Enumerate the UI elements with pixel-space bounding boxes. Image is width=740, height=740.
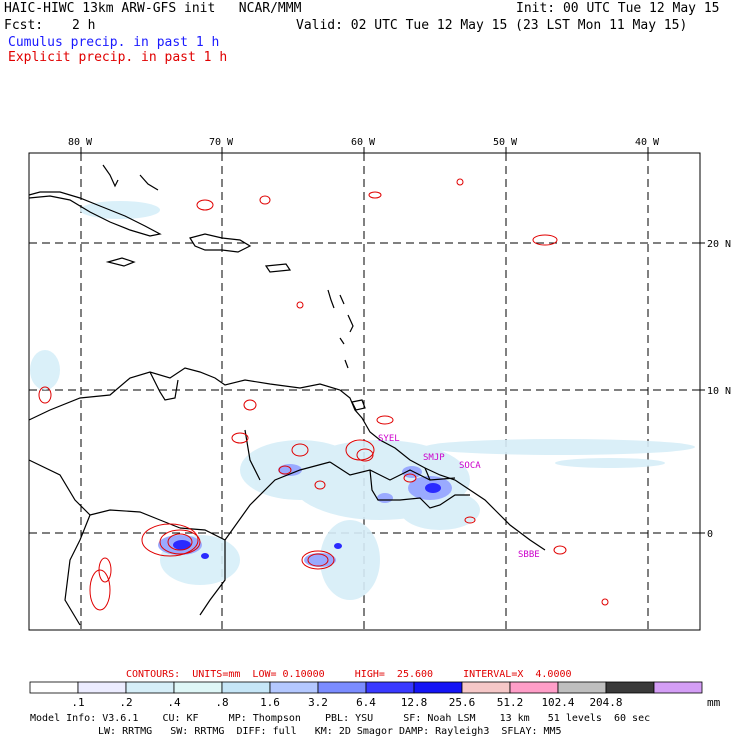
colorbar-level-label: 1.6 — [260, 696, 280, 709]
lat-label-20n: 20 N — [707, 239, 731, 250]
colorbar-unit: mm — [707, 696, 721, 709]
explicit-precip-label: Explicit precip. in past 1 h — [8, 50, 228, 65]
colorbar-swatch — [77, 681, 127, 694]
colorbar-level-label: 3.2 — [308, 696, 328, 709]
precip-map: 80 W 70 W 60 W 50 W 40 W 20 N 10 N 0 — [28, 137, 731, 631]
colorbar-swatch — [653, 681, 703, 694]
lat-label-10n: 10 N — [707, 386, 731, 397]
colorbar-level-label: 102.4 — [541, 696, 574, 709]
explicit-precip-contours — [38, 178, 609, 611]
light-precip-shading — [30, 201, 695, 600]
colorbar-level-label: 6.4 — [356, 696, 376, 709]
valid-time: Valid: 02 UTC Tue 12 May 15 (23 LST Mon … — [296, 18, 688, 33]
model-info-line2: LW: RRTMG SW: RRTMG DIFF: full KM: 2D Sm… — [98, 726, 562, 737]
colorbar-swatch — [605, 681, 655, 694]
colorbar-swatch — [269, 681, 319, 694]
colorbar-swatch — [413, 681, 463, 694]
station-label: SMJP — [423, 453, 445, 463]
colorbar-level-label: .8 — [215, 696, 228, 709]
chart-title: HAIC-HIWC 13km ARW-GFS init NCAR/MMM — [4, 1, 302, 16]
colorbar-swatch — [557, 681, 607, 694]
colorbar-level-label: .1 — [71, 696, 84, 709]
lon-label-50w: 50 W — [493, 137, 518, 148]
colorbar-swatch — [317, 681, 367, 694]
station-label: SBBE — [518, 550, 540, 560]
colorbar-swatch — [461, 681, 511, 694]
station-label: SYEL — [378, 434, 400, 444]
lon-label-40w: 40 W — [635, 137, 660, 148]
lat-label-0: 0 — [707, 529, 713, 540]
colorbar-swatch — [221, 681, 271, 694]
station-label: SOCA — [459, 461, 481, 471]
colorbar-swatch — [29, 681, 79, 694]
colorbar-level-label: 51.2 — [497, 696, 524, 709]
colorbar-swatch — [365, 681, 415, 694]
colorbar-level-label: .2 — [119, 696, 132, 709]
coastlines — [28, 164, 546, 626]
forecast-value: 2 h — [72, 18, 96, 33]
colorbar-swatch — [173, 681, 223, 694]
contours-info: CONTOURS: UNITS=mm LOW= 0.10000 HIGH= 25… — [126, 669, 572, 680]
lon-label-70w: 70 W — [209, 137, 234, 148]
colorbar-level-label: .4 — [167, 696, 181, 709]
init-time: Init: 00 UTC Tue 12 May 15 — [516, 1, 720, 16]
colorbar-swatch — [509, 681, 559, 694]
colorbar-level-label: 12.8 — [401, 696, 428, 709]
lon-ticks — [80, 147, 649, 153]
heavy-precip-shading — [173, 483, 441, 559]
forecast-label: Fcst: — [4, 18, 44, 33]
colorbar-swatch — [125, 681, 175, 694]
colorbar-level-label: 25.6 — [449, 696, 476, 709]
lon-label-80w: 80 W — [68, 137, 93, 148]
lat-ticks — [700, 242, 705, 534]
cumulus-precip-label: Cumulus precip. in past 1 h — [8, 35, 220, 50]
model-info-line1: Model Info: V3.6.1 CU: KF MP: Thompson P… — [30, 713, 651, 724]
colorbar-level-label: 204.8 — [589, 696, 622, 709]
lon-label-60w: 60 W — [351, 137, 376, 148]
